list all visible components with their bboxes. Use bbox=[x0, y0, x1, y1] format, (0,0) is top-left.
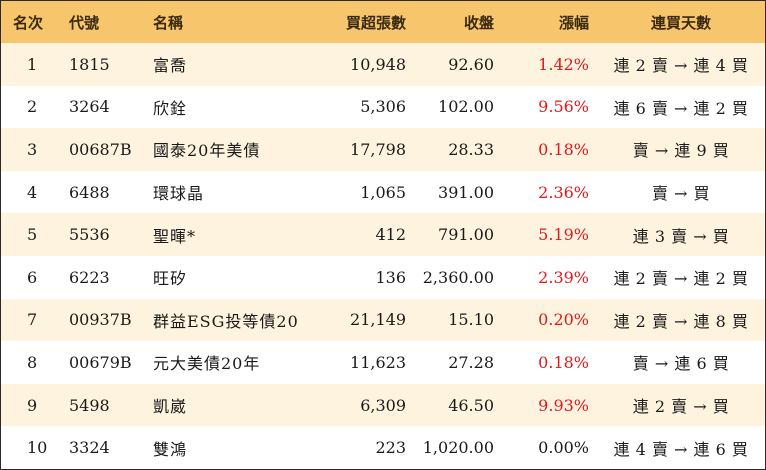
cell-days: 連 3 賣 → 買 bbox=[632, 226, 730, 246]
cell-change: 5.19% bbox=[538, 225, 589, 245]
table-header-row: 名次 代號 名稱 買超張數 收盤 漲幅 連買天數 bbox=[1, 1, 765, 43]
cell-change: 0.18% bbox=[538, 352, 589, 372]
cell-days: 賣 → 連 9 買 bbox=[632, 141, 730, 161]
cell-days: 連 6 賣 → 連 2 買 bbox=[613, 98, 749, 118]
cell-rank: 5 bbox=[27, 225, 38, 245]
cell-code: 6488 bbox=[69, 182, 110, 202]
cell-name: 環球晶 bbox=[153, 184, 205, 204]
cell-days: 連 2 賣 → 連 8 買 bbox=[613, 311, 749, 331]
cell-code: 5498 bbox=[69, 395, 110, 415]
cell-volume: 136 bbox=[375, 267, 406, 287]
header-name: 名稱 bbox=[153, 13, 184, 32]
cell-rank: 1 bbox=[27, 54, 38, 74]
cell-volume: 412 bbox=[375, 225, 406, 245]
cell-close: 102.00 bbox=[438, 97, 494, 117]
cell-days: 連 2 賣 → 連 4 買 bbox=[613, 56, 749, 76]
cell-rank: 9 bbox=[27, 395, 38, 415]
table-row: 4 6488 環球晶 1,065 391.00 2.36% 賣 → 買 bbox=[1, 170, 765, 214]
cell-volume: 17,798 bbox=[350, 139, 406, 159]
table-row: 5 5536 聖暉* 412 791.00 5.19% 連 3 賣 → 買 bbox=[1, 213, 765, 256]
table-row: 7 00937B 群益ESG投等債20 21,149 15.10 0.20% 連 2 賣 →… bbox=[1, 298, 765, 342]
header-code: 代號 bbox=[69, 13, 100, 32]
cell-close: 92.60 bbox=[448, 54, 494, 74]
cell-name: 國泰20年美債 bbox=[153, 141, 261, 161]
cell-rank: 7 bbox=[27, 310, 38, 330]
cell-close: 46.50 bbox=[448, 395, 494, 415]
header-close: 收盤 bbox=[463, 13, 494, 32]
cell-code: 1815 bbox=[69, 54, 110, 74]
cell-rank: 8 bbox=[27, 352, 38, 372]
cell-rank: 4 bbox=[27, 182, 38, 202]
cell-change: 0.00% bbox=[538, 438, 589, 458]
cell-code: 00937B bbox=[69, 310, 132, 330]
cell-name: 雙鴻 bbox=[153, 439, 188, 459]
cell-days: 連 2 賣 → 連 2 買 bbox=[613, 269, 749, 289]
cell-name: 元大美債20年 bbox=[153, 354, 261, 374]
cell-code: 6223 bbox=[69, 267, 110, 287]
header-rank: 名次 bbox=[13, 13, 44, 32]
cell-days: 賣 → 買 bbox=[651, 184, 711, 204]
table-row: 6 6223 旺矽 136 2,360.00 2.39% 連 2 賣 → 連 2 買 bbox=[1, 255, 765, 299]
header-change: 漲幅 bbox=[558, 13, 589, 32]
cell-name: 聖暉* bbox=[153, 226, 197, 246]
cell-rank: 10 bbox=[27, 438, 48, 458]
cell-name: 群益ESG投等債20 bbox=[153, 311, 299, 331]
cell-days: 連 4 賣 → 連 6 買 bbox=[613, 439, 749, 459]
cell-close: 28.33 bbox=[448, 139, 494, 159]
cell-code: 3324 bbox=[69, 438, 110, 458]
cell-code: 3264 bbox=[69, 97, 110, 117]
table-row: 2 3264 欣銓 5,306 102.00 9.56% 連 6 賣 → 連 2 買 bbox=[1, 85, 765, 129]
cell-name: 凱崴 bbox=[153, 397, 188, 417]
cell-name: 富喬 bbox=[153, 56, 188, 76]
cell-change: 0.18% bbox=[538, 139, 589, 159]
cell-code: 00679B bbox=[69, 352, 132, 372]
cell-code: 5536 bbox=[69, 225, 110, 245]
cell-volume: 1,065 bbox=[360, 182, 406, 202]
cell-code: 00687B bbox=[69, 139, 132, 159]
cell-volume: 6,309 bbox=[360, 395, 406, 415]
cell-volume: 11,623 bbox=[350, 352, 406, 372]
cell-volume: 5,306 bbox=[360, 97, 406, 117]
table-row: 10 3324 雙鴻 223 1,020.00 0.00% 連 4 賣 → 連 6 買 bbox=[1, 426, 765, 469]
cell-change: 9.93% bbox=[538, 395, 589, 415]
cell-rank: 3 bbox=[27, 139, 38, 159]
cell-volume: 10,948 bbox=[350, 54, 406, 74]
cell-close: 791.00 bbox=[438, 225, 494, 245]
cell-change: 2.39% bbox=[538, 267, 589, 287]
cell-change: 2.36% bbox=[538, 182, 589, 202]
header-days: 連買天數 bbox=[650, 13, 711, 32]
cell-name: 旺矽 bbox=[153, 269, 188, 289]
cell-close: 2,360.00 bbox=[422, 267, 494, 287]
cell-change: 0.20% bbox=[538, 310, 589, 330]
cell-volume: 21,149 bbox=[350, 310, 406, 330]
cell-change: 9.56% bbox=[538, 97, 589, 117]
cell-close: 15.10 bbox=[448, 310, 494, 330]
cell-days: 賣 → 連 6 買 bbox=[632, 354, 730, 374]
cell-close: 27.28 bbox=[448, 352, 494, 372]
cell-rank: 6 bbox=[27, 267, 38, 287]
cell-close: 391.00 bbox=[438, 182, 494, 202]
cell-volume: 223 bbox=[375, 438, 406, 458]
cell-change: 1.42% bbox=[538, 54, 589, 74]
cell-days: 連 2 賣 → 買 bbox=[632, 397, 730, 417]
table-row: 8 00679B 元大美債20年 11,623 27.28 0.18% 賣 → 連 6 買 bbox=[1, 341, 765, 384]
cell-close: 1,020.00 bbox=[422, 438, 494, 458]
header-volume: 買超張數 bbox=[345, 13, 406, 32]
cell-rank: 2 bbox=[27, 97, 38, 117]
table-row: 3 00687B 國泰20年美債 17,798 28.33 0.18% 賣 → 連 9 買 bbox=[1, 128, 765, 171]
table-row: 9 5498 凱崴 6,309 46.50 9.93% 連 2 賣 → 買 bbox=[1, 383, 765, 427]
table-row: 1 1815 富喬 10,948 92.60 1.42% 連 2 賣 → 連 4 買 bbox=[1, 43, 765, 86]
cell-name: 欣銓 bbox=[153, 98, 188, 118]
